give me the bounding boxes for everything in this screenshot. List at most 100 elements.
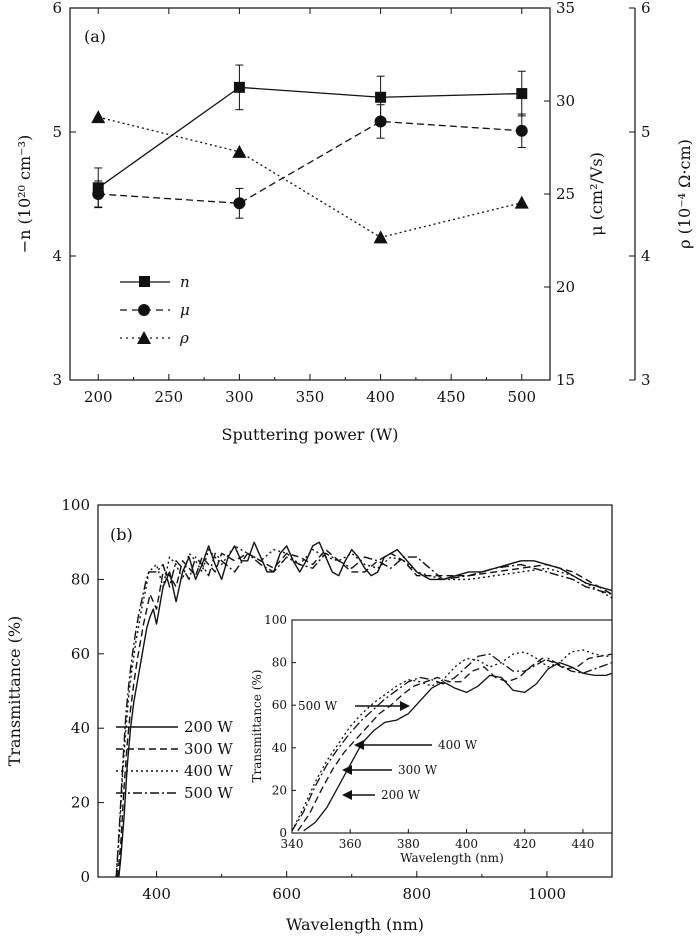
panel-b-x-ticks: 400 600 800 1000 [142,871,613,903]
inset-x-tick-label: 380 [397,837,420,851]
annotation-300w: 300 W [398,763,438,777]
panel-b-series [115,541,612,877]
panel-b-y-ticks: 0 20 40 60 80 100 [61,496,104,886]
panel-a: (a) 200 250 300 350 400 450 500 3 4 5 6 15 20 25 30 3… [15,0,694,444]
panel-b-y-axis-label: Transmittance (%) [5,616,24,767]
inset-x-tick-label: 400 [455,837,478,851]
x-tick-label: 450 [437,388,466,406]
data-point-mu [233,197,246,210]
arrow-head-500w-icon [400,701,410,711]
annotation-200w: 200 W [381,788,421,802]
panel-a-x-ticks: 200 250 300 350 400 450 500 [84,8,536,406]
inset-y-tick-label: 60 [272,698,287,712]
annotation-400w: 400 W [438,738,478,752]
x-tick-label: 1000 [528,885,566,903]
inset-frame [291,619,613,834]
x-tick-label: 350 [296,388,325,406]
y-left-tick-label: 4 [52,247,62,265]
y-mid-tick-label: 35 [556,0,575,17]
data-point-mu [515,124,528,137]
transmittance-curve-3 [115,552,612,877]
y-tick-label: 80 [71,570,90,588]
inset-x-tick-label: 360 [339,837,362,851]
inset-y-tick-label: 0 [279,826,287,840]
inset-y-ticks: 0 20 40 60 80 100 [264,613,296,840]
inset-curve-3 [292,653,612,832]
y-mid-tick-label: 25 [556,185,575,203]
series-line-0 [97,86,522,189]
inset-y-tick-label: 20 [272,783,287,797]
legend-label-mu: μ [180,301,190,319]
x-tick-label: 800 [402,885,431,903]
legend-label-200w: 200 W [184,718,233,736]
data-point-rho [232,144,247,158]
inset-x-ticks: 340 360 380 400 420 440 [281,829,594,851]
y-tick-label: 0 [80,868,90,886]
arrow-head-200w-icon [342,790,352,800]
inset-x-tick-label: 420 [513,837,536,851]
y-mid-tick-label: 15 [556,371,575,389]
data-point-n [233,81,245,93]
data-point-n [375,91,387,103]
data-point-rho [514,195,529,209]
inset-curve-0 [303,661,612,832]
x-tick-label: 600 [272,885,301,903]
y-tick-label: 40 [71,719,90,737]
y-right-tick-label: 4 [641,247,651,265]
panel-a-legend: n μ ρ [120,273,190,347]
data-point-mu [374,115,387,128]
resistivity-axis-label: ρ (10⁻⁴ Ω·cm) [675,139,694,249]
panel-b-legend: 200 W 300 W 400 W 500 W [116,718,233,802]
legend-label-500w: 500 W [184,784,233,802]
x-tick-label: 500 [507,388,536,406]
y-left-tick-label: 6 [52,0,62,17]
legend-label-300w: 300 W [184,740,233,758]
x-tick-label: 200 [84,388,113,406]
panel-b-label: (b) [110,525,133,544]
x-tick-label: 400 [366,388,395,406]
y-tick-label: 60 [71,645,90,663]
panel-a-frame [69,7,551,381]
legend-label-n: n [180,273,190,291]
transmittance-curve-1 [116,548,612,877]
series-line-1 [98,120,522,204]
triangle-marker-icon [137,331,151,344]
y-left-tick-label: 5 [52,123,62,141]
carrier-concentration-ticks: 3 4 5 6 [52,0,76,389]
data-point-mu [92,188,105,200]
y-mid-tick-label: 30 [556,92,575,110]
inset-chart: 340 360 380 400 420 440 0 20 40 60 80 100 Waveleng… [250,613,613,865]
y-mid-tick-label: 20 [556,278,575,296]
data-point-rho [91,110,106,124]
legend-label-400w: 400 W [184,762,233,780]
mobility-ticks: 15 20 25 30 35 [544,0,575,389]
y-left-tick-label: 3 [52,371,62,389]
arrow-head-300w-icon [342,765,352,775]
data-point-n [516,88,528,100]
inset-x-tick-label: 440 [571,837,594,851]
panel-a-x-axis-label: Sputtering power (W) [222,425,399,444]
resistivity-ticks: 3 4 5 6 [629,0,651,389]
annotation-500w: 500 W [298,699,338,713]
inset-y-tick-label: 80 [272,656,287,670]
y-right-tick-label: 3 [641,371,651,389]
square-marker-icon [139,276,150,287]
x-tick-label: 300 [225,388,254,406]
panel-a-label: (a) [84,27,106,46]
inset-x-tick-label: 340 [281,837,304,851]
panel-a-series [91,64,529,244]
inset-y-axis-label: Transmittance (%) [250,670,264,783]
legend-label-rho: ρ [179,329,189,347]
y-right-tick-label: 5 [641,123,651,141]
inset-x-axis-label: Wavelength (nm) [400,851,504,865]
circle-marker-icon [138,304,150,316]
x-tick-label: 400 [142,885,171,903]
inset-annotations: 500 W 400 W 300 W 200 W [298,699,478,802]
inset-y-tick-label: 40 [272,741,287,755]
panel-b-x-axis-label: Wavelength (nm) [286,915,424,934]
inset-y-tick-label: 100 [264,613,287,627]
y-right-tick-label: 6 [641,0,651,17]
series-line-2 [98,116,522,239]
